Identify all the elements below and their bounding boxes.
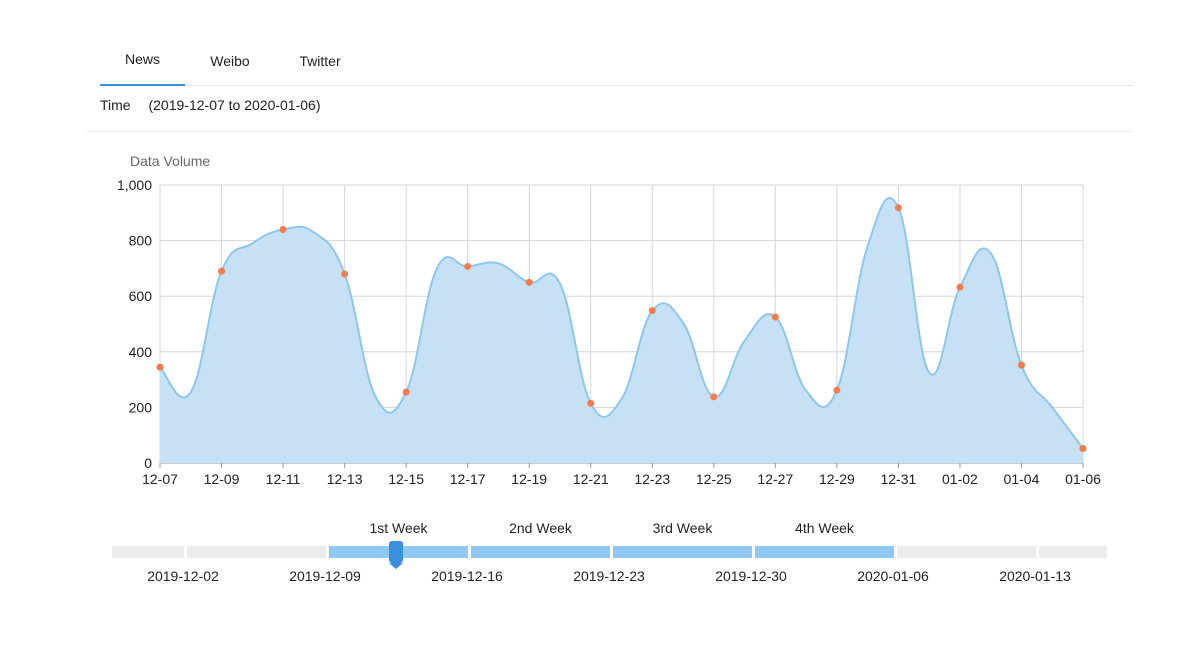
timeline-date-label: 2020-01-06 [857,568,929,584]
data-point[interactable] [525,278,533,286]
series-area [160,197,1083,463]
data-point[interactable] [894,204,902,212]
series-line [159,197,1084,450]
week-label: 2nd Week [509,520,573,536]
data-point[interactable] [587,399,595,407]
timeline-date-label: 2020-01-13 [999,568,1071,584]
chart-container: 0 200 400 600 800 1,000 12-07 12-09 12-11 12-13 12… [0,140,1200,505]
divider [86,131,1132,132]
data-point[interactable] [341,270,349,278]
week-segment[interactable] [755,546,894,558]
data-point[interactable] [833,386,841,394]
week-timeline: 1st Week 2nd Week 3rd Week 4th Week 2019-12-… [0,500,1200,600]
source-tabs: News Weibo Twitter [100,40,1134,86]
timeline-separator [326,546,329,558]
timeline-svg: 1st Week 2nd Week 3rd Week 4th Week 2019-12-… [112,520,1107,584]
y-tick-label: 800 [129,233,153,249]
data-point[interactable] [648,307,656,315]
y-tick-label: 0 [144,455,152,471]
x-tick-label: 12-27 [757,471,793,487]
tab-weibo[interactable]: Weibo [210,53,250,69]
data-point[interactable] [218,267,226,275]
timeline-separator [184,546,187,558]
y-tick-label: 200 [129,399,153,415]
data-point[interactable] [279,225,287,233]
timeline-handle[interactable] [389,541,403,563]
timeline-date-label: 2019-12-09 [289,568,361,584]
data-point[interactable] [156,363,164,371]
x-tick-label: 01-04 [1004,471,1040,487]
time-filter: Time (2019-12-07 to 2020-01-06) [100,97,321,113]
x-tick-label: 12-11 [266,471,301,487]
y-tick-label: 600 [129,288,153,304]
timeline-separator [610,546,613,558]
x-tick-label: 01-02 [942,471,978,487]
data-point[interactable] [956,283,964,291]
x-tick-label: 12-25 [696,471,732,487]
x-tick-label: 01-06 [1065,471,1101,487]
y-axis-label: Data Volume [130,153,210,169]
data-point[interactable] [464,262,472,270]
x-tick-label: 12-09 [204,471,240,487]
tab-twitter[interactable]: Twitter [299,53,341,69]
x-tick-label: 12-07 [142,471,178,487]
week-segment[interactable] [471,546,610,558]
data-point[interactable] [771,313,779,321]
x-tick-label: 12-31 [880,471,916,487]
data-volume-chart: 0 200 400 600 800 1,000 12-07 12-09 12-11 12-13 12… [117,153,1101,487]
timeline-date-label: 2019-12-23 [573,568,645,584]
x-tick-label: 12-21 [573,471,609,487]
timeline-date-label: 2019-12-16 [431,568,503,584]
tab-news[interactable]: News [100,40,185,86]
data-point[interactable] [1079,445,1087,453]
time-label: Time [100,97,131,113]
data-point[interactable] [402,388,410,396]
week-label: 3rd Week [653,520,714,536]
y-tick-label: 400 [129,344,153,360]
week-label: 4th Week [795,520,855,536]
timeline-separator [468,546,471,558]
timeline-separator [894,546,897,558]
x-tick-label: 12-29 [819,471,855,487]
x-tick-label: 12-23 [634,471,670,487]
handle-pointer-icon [389,563,403,569]
week-segment[interactable] [613,546,752,558]
timeline-date-label: 2019-12-02 [147,568,219,584]
x-tick-label: 12-17 [450,471,486,487]
time-range[interactable]: (2019-12-07 to 2020-01-06) [148,97,321,113]
x-tick-label: 12-13 [327,471,363,487]
y-tick-label: 1,000 [117,177,152,193]
data-point[interactable] [1017,361,1025,369]
x-tick-label: 12-19 [511,471,547,487]
data-point[interactable] [710,393,718,401]
timeline-separator [752,546,755,558]
timeline-separator [1036,546,1039,558]
x-tick-label: 12-15 [388,471,424,487]
week-label: 1st Week [369,520,428,536]
timeline-date-label: 2019-12-30 [715,568,787,584]
